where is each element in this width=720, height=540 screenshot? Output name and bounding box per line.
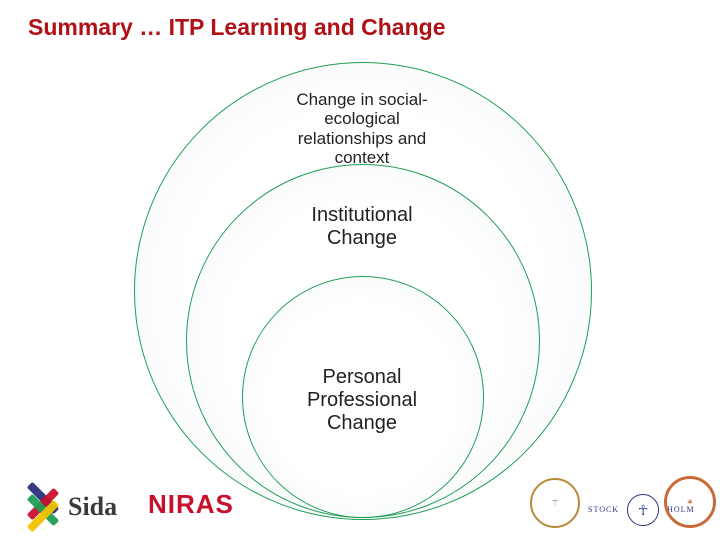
niras-logo: NIRAS [148, 489, 234, 520]
circle-label-inner: PersonalProfessionalChange [222, 366, 502, 435]
sida-logo-text: Sida [68, 492, 117, 522]
sida-logo: Sida [24, 488, 117, 526]
ankh-icon: ☥ [638, 502, 648, 519]
circle-label-middle: InstitutionalChange [222, 204, 502, 250]
seal2-glyph-icon: ✶ [686, 497, 694, 508]
stockholm-line1: STOCK [588, 506, 619, 514]
circle-label-outer: Change in social-ecologicalrelationships… [222, 90, 502, 168]
university-seal-2: ✶ [664, 476, 716, 528]
niras-logo-text: NIRAS [148, 489, 234, 520]
sida-weave-icon [24, 488, 62, 526]
slide-title: Summary … ITP Learning and Change [28, 14, 446, 41]
seal-glyph-icon: ⚚ [551, 498, 559, 509]
stockholm-seal-icon: ☥ [627, 494, 659, 526]
university-seal-1: ⚚ [530, 478, 580, 528]
slide: Summary … ITP Learning and Change Change… [0, 0, 720, 540]
footer-logo-strip: Sida NIRAS ⚚ STOCK ☥ HOLM ✶ [0, 472, 720, 532]
stockholm-text-left: STOCK [588, 506, 619, 514]
